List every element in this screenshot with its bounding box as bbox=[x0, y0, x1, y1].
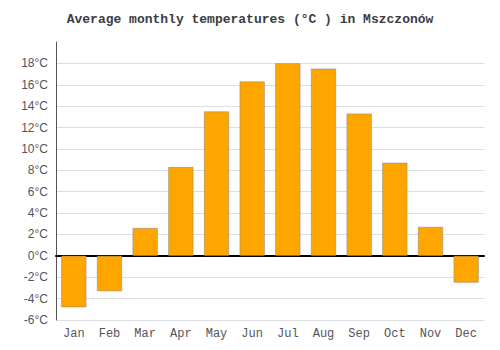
svg-text:-6°C: -6°C bbox=[24, 313, 48, 327]
svg-text:16°C: 16°C bbox=[21, 78, 48, 92]
svg-text:18°C: 18°C bbox=[21, 56, 48, 70]
svg-text:May: May bbox=[206, 327, 228, 341]
svg-text:Jun: Jun bbox=[241, 327, 263, 341]
svg-text:Jan: Jan bbox=[63, 327, 85, 341]
svg-text:Oct: Oct bbox=[384, 327, 406, 341]
svg-text:12°C: 12°C bbox=[21, 121, 48, 135]
svg-text:14°C: 14°C bbox=[21, 99, 48, 113]
svg-text:Nov: Nov bbox=[420, 327, 442, 341]
svg-text:Dec: Dec bbox=[455, 327, 477, 341]
svg-text:Feb: Feb bbox=[99, 327, 121, 341]
svg-text:8°C: 8°C bbox=[28, 163, 48, 177]
svg-text:Average monthly temperatures (: Average monthly temperatures (°C ) in Ms… bbox=[67, 12, 434, 27]
svg-text:Apr: Apr bbox=[170, 327, 192, 341]
svg-text:-4°C: -4°C bbox=[24, 292, 48, 306]
svg-text:6°C: 6°C bbox=[28, 185, 48, 199]
svg-text:-2°C: -2°C bbox=[24, 270, 48, 284]
svg-text:2°C: 2°C bbox=[28, 227, 48, 241]
svg-text:Aug: Aug bbox=[313, 327, 335, 341]
svg-text:0°C: 0°C bbox=[28, 249, 48, 263]
svg-text:Sep: Sep bbox=[348, 327, 370, 341]
svg-text:Jul: Jul bbox=[277, 327, 299, 341]
svg-text:4°C: 4°C bbox=[28, 206, 48, 220]
svg-text:Mar: Mar bbox=[134, 327, 156, 341]
svg-text:10°C: 10°C bbox=[21, 142, 48, 156]
